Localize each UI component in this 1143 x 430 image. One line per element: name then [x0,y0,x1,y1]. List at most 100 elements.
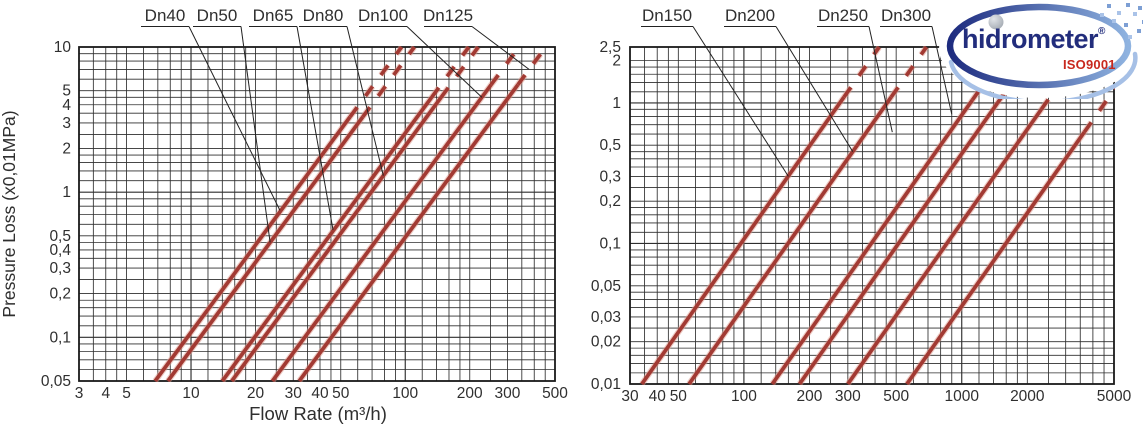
label-dn150: Dn150 [642,6,692,25]
flow-line-dn125 [296,46,549,382]
tick-labels: 3 4 5 10 20 30 40 50 100 200 300 50010543210,50,40,… [41,39,568,402]
y-tick: 0,4 [49,242,71,259]
grid-small-meters [79,47,555,381]
plot-border [78,46,556,382]
x-tick: 100 [731,388,757,405]
x-tick: 20 [247,385,265,402]
label-dn250: Dn250 [818,6,868,25]
x-tick: 30 [285,385,303,402]
leader-line-dn250 [868,26,893,133]
y-tick: 2 [62,140,71,157]
flow-line-dn150 [639,46,882,385]
x-tick: 40 [649,388,667,405]
leader-line-dn300 [931,26,953,115]
x-tick: 5000 [1097,388,1132,405]
label-dn100: Dn100 [358,6,408,25]
leader-line-dn200 [775,26,854,152]
label-dn200: Dn200 [725,6,775,25]
x-tick: 3 [75,385,84,402]
logo-dot-icon [1117,11,1121,15]
leader-line-dn125 [471,26,530,70]
logo-dot-icon [1137,29,1141,33]
flow-line-line-6 [904,83,1115,385]
logo-dot-icon [1112,19,1116,23]
y-tick: 0,5 [49,228,71,245]
head-loss-lines [639,46,1115,385]
y-tick: 0,2 [599,193,621,210]
logo-dot-icon [1126,3,1130,7]
x-tick: 500 [542,385,568,402]
x-tick: 500 [883,388,909,405]
x-axis-title: Flow Rate (m³/h) [249,403,387,424]
hidrometer-logo: hidrometer® ISO9001 [939,0,1143,99]
x-tick: 300 [495,385,521,402]
flow-line-dn65 [219,46,472,382]
y-tick: 3 [62,115,71,132]
x-tick: 1000 [944,388,979,405]
leader-line-dn65 [296,26,334,230]
x-tick: 30 [621,388,639,405]
flow-line-dn200 [686,46,929,385]
line-labels: Dn40 Dn50 Dn65 Dn80 Dn100 Dn125 [141,6,530,243]
logo-dot-icon [1107,4,1111,8]
y-tick: 4 [62,97,71,114]
logo-dot-icon [1133,12,1137,16]
x-tick: 5 [122,385,131,402]
logo-iso-text: ISO9001 [1063,57,1116,72]
leader-line-dn100 [406,26,483,98]
logo-swoosh [948,51,1138,99]
logo-dot-icon [1100,13,1104,17]
label-dn40: Dn40 [145,6,186,25]
y-tick: 1 [612,95,621,112]
flow-line-dn80 [229,46,481,382]
x-tick: 4 [101,385,110,402]
logo-brand-text: hidrometer® [962,26,1105,53]
x-tick: 50 [670,388,688,405]
y-tick: 0,1 [49,329,71,346]
y-tick: 2 [612,53,621,70]
y-tick: 0,5 [599,137,621,154]
logo-dot-icon [1124,23,1128,27]
x-tick: 50 [332,385,350,402]
label-dn80: Dn80 [303,6,344,25]
tick-labels: 30 40 50 100 200 300 500 1000 2000 5000 2,52 1 0,5 0,… [591,39,1132,405]
x-tick: 100 [392,385,418,402]
x-tick: 300 [835,388,861,405]
y-tick: 1 [62,184,71,201]
logo-ring [946,3,1132,89]
y-tick: 0,3 [49,260,71,277]
y-tick: 0,3 [599,168,621,185]
x-tick: 200 [797,388,823,405]
label-dn50: Dn50 [197,6,238,25]
registered-mark-icon: ® [1098,26,1106,37]
label-dn300: Dn300 [881,6,931,25]
leader-line-dn80 [346,26,384,176]
flow-line-dn50 [165,46,417,382]
y-tick: 5 [62,83,71,100]
logo-ball-icon [988,14,1004,30]
logo-dot-icon [1138,6,1142,10]
logo-ellipse-art [939,0,1143,99]
logo-dot-icon [1128,35,1132,39]
y-tick: 0,02 [591,334,621,351]
brand-word: hidrometer [962,24,1099,54]
leader-line-dn50 [240,26,271,243]
label-dn65: Dn65 [253,6,294,25]
plot-border [629,46,1115,385]
leader-line-dn150 [692,26,789,177]
y-tick: 2,5 [599,39,621,56]
leader-line-dn40 [188,26,281,211]
y-tick: 0,05 [41,373,71,390]
y-tick: 0,1 [599,235,621,252]
x-tick: 40 [311,385,329,402]
x-tick: 200 [457,385,483,402]
y-tick: 0,05 [591,278,621,295]
y-axis-title: Pressure Loss (x0,01MPa) [0,110,19,317]
x-tick: 10 [182,385,200,402]
head-loss-lines [152,46,549,382]
y-tick: 10 [54,39,72,56]
